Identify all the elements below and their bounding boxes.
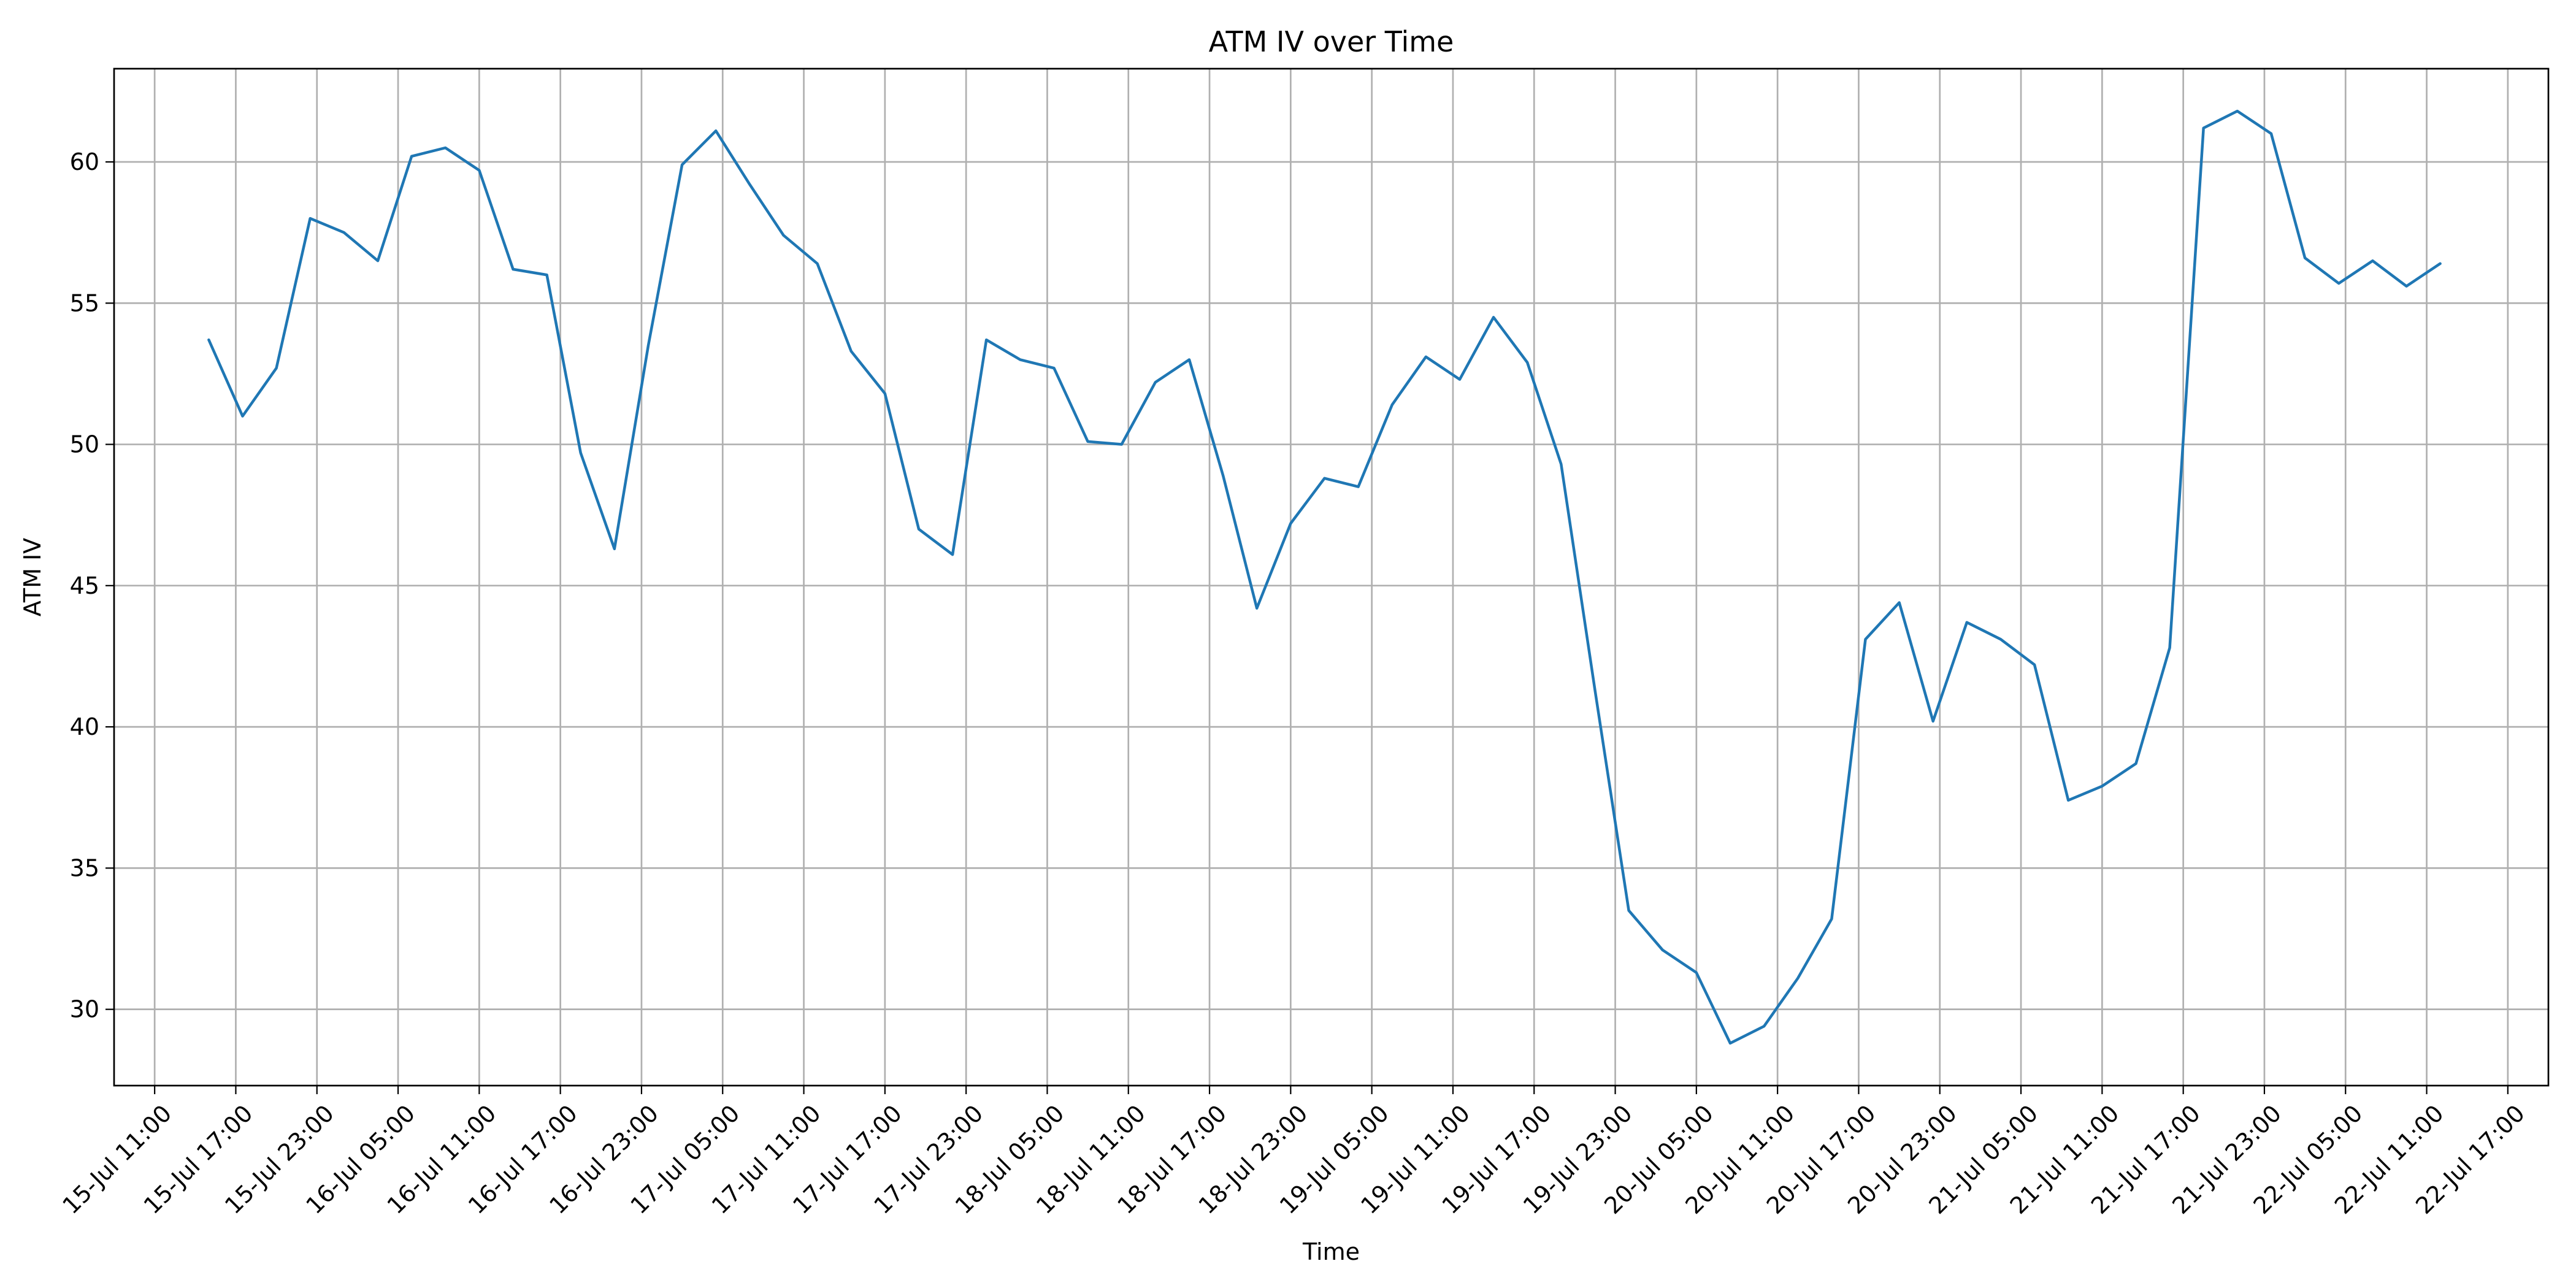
- y-tick-label: 45: [70, 572, 99, 599]
- y-tick-label: 55: [70, 289, 99, 316]
- plot-frame: [113, 67, 2550, 1087]
- y-tick-label: 30: [70, 996, 99, 1023]
- series-layer: [207, 109, 2442, 1045]
- x-axis-label: Time: [1302, 1238, 1360, 1265]
- y-tick-label: 35: [70, 854, 99, 881]
- y-tick-label: 60: [70, 148, 99, 175]
- y-tick-label: 40: [70, 713, 99, 740]
- y-tick-label: 50: [70, 431, 99, 458]
- y-axis-label: ATM IV: [19, 538, 46, 616]
- chart-title: ATM IV over Time: [1209, 25, 1454, 58]
- grid-lines: [114, 69, 2548, 1086]
- series-line: [207, 109, 2442, 1045]
